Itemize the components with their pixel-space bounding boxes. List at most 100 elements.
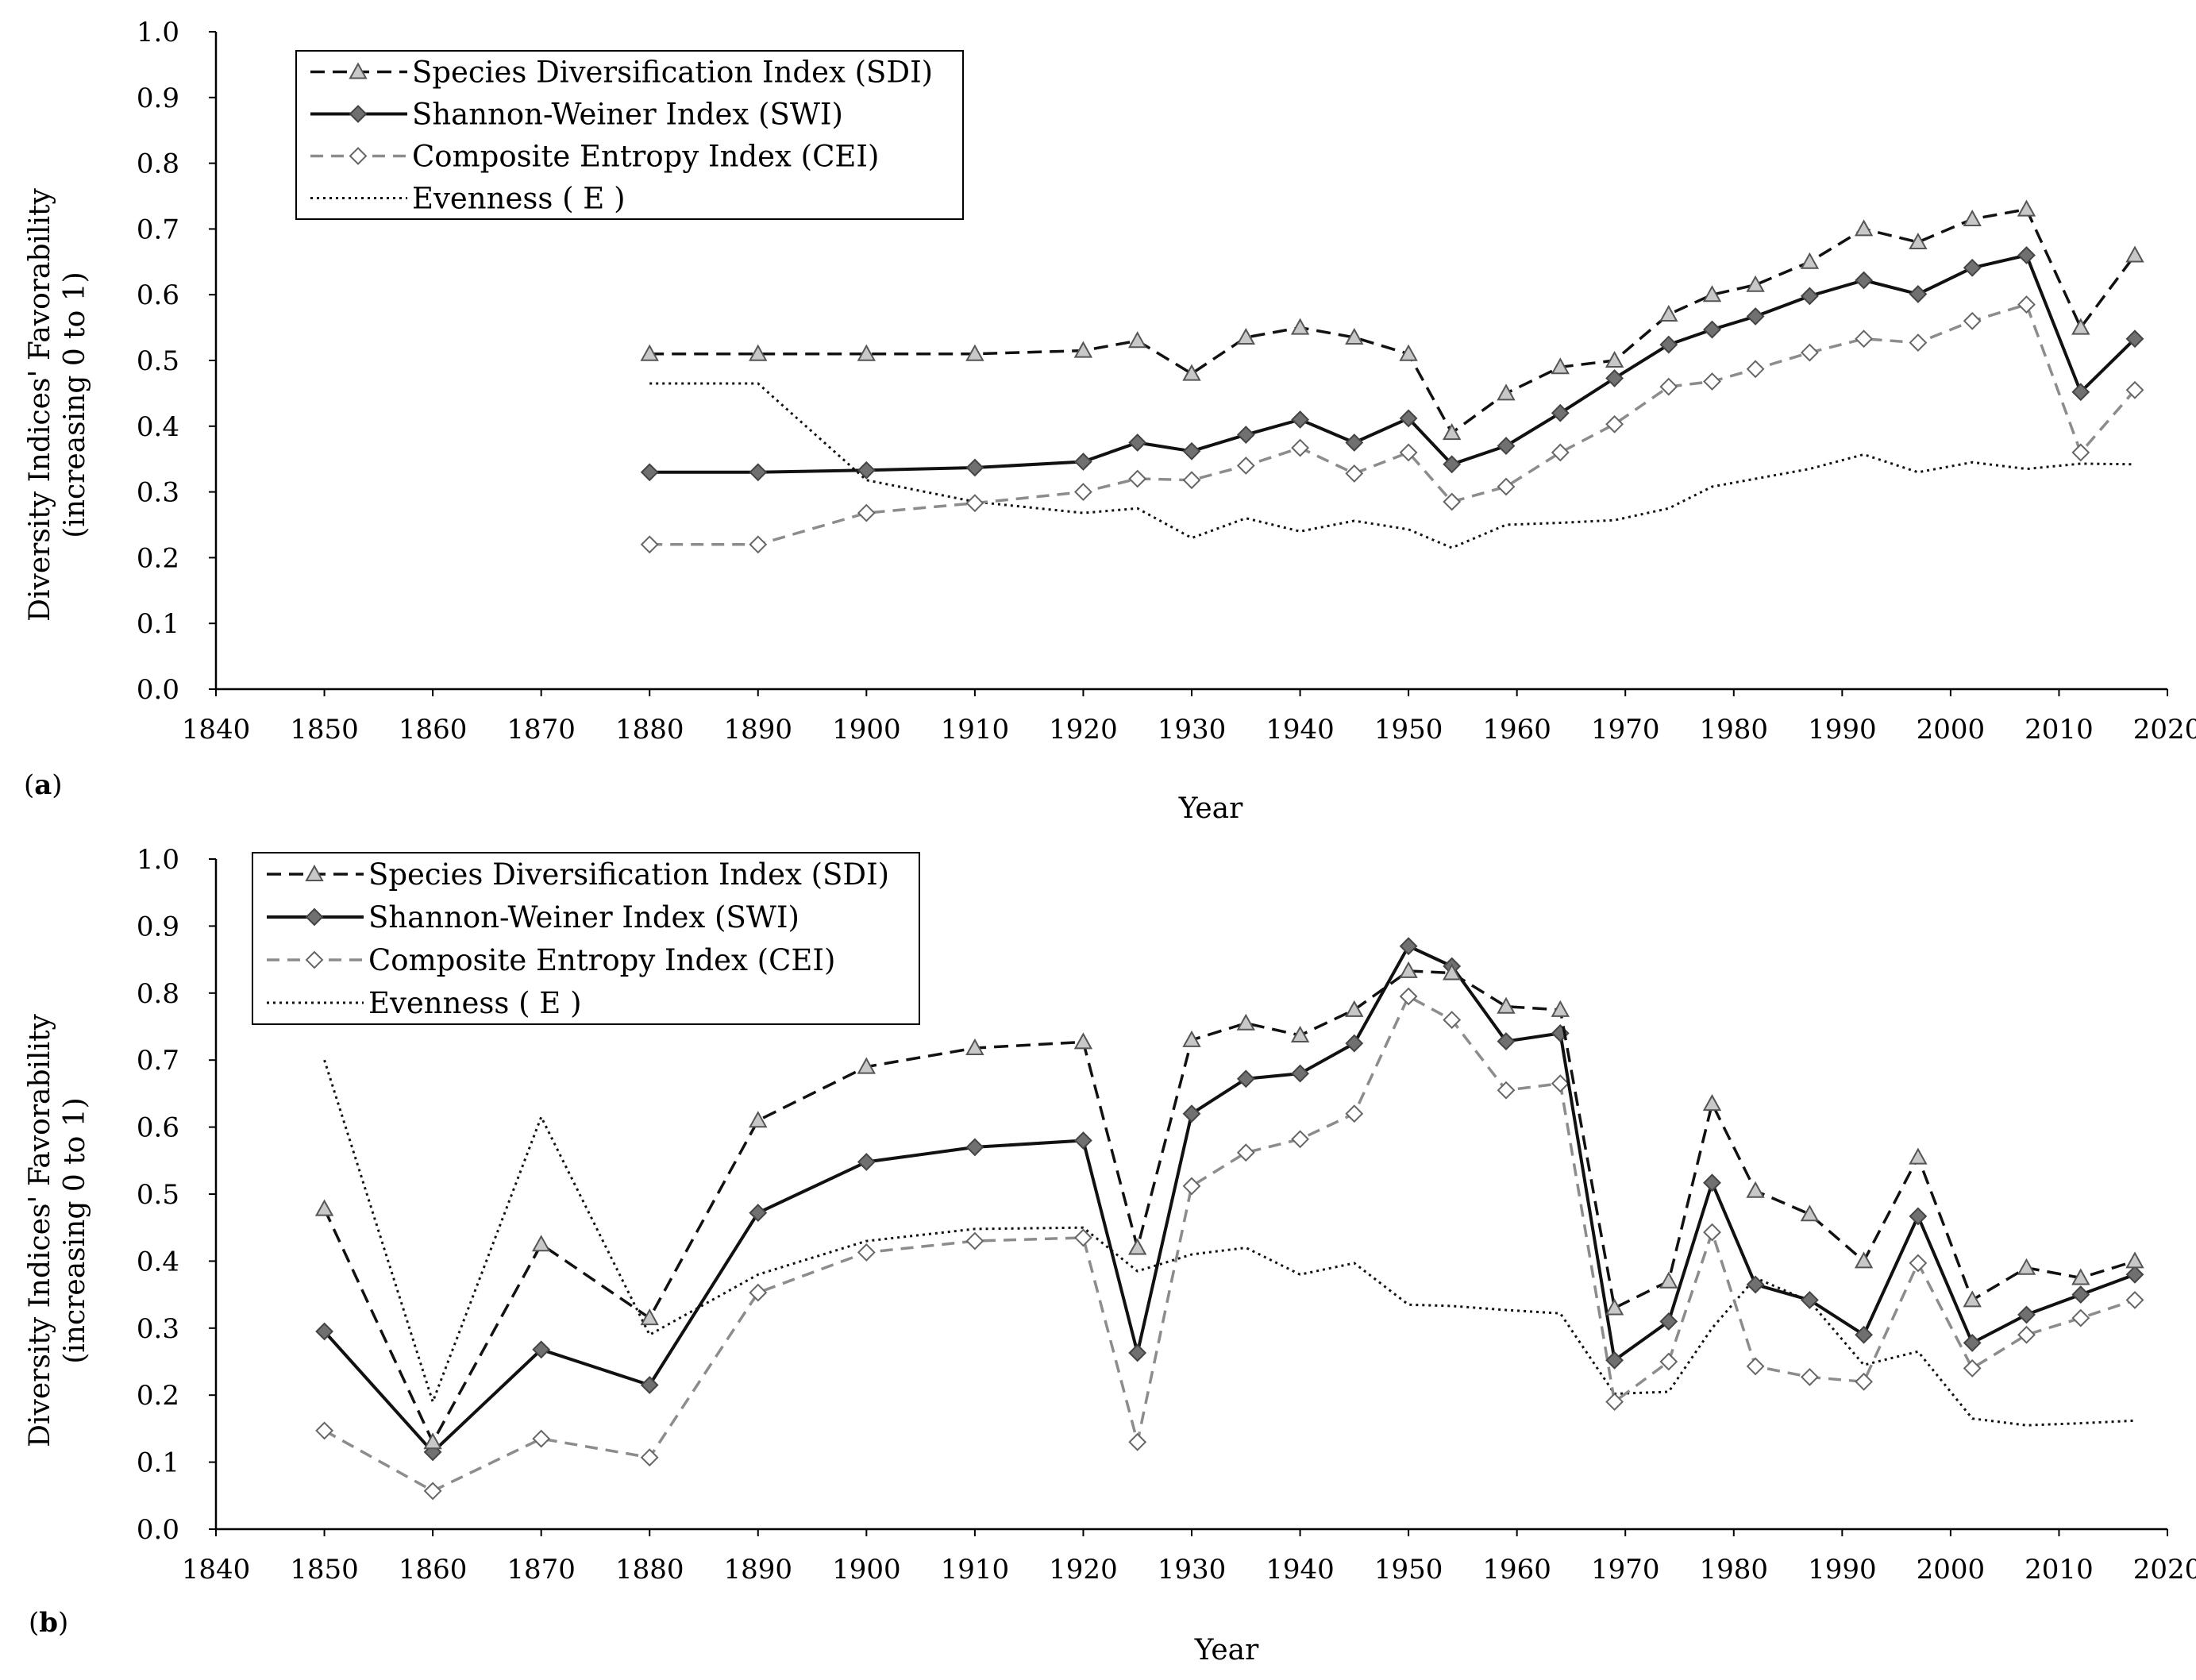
panel-label-a: (a) bbox=[24, 769, 63, 801]
y-axis-title-b: Diversity Indices' Favorability (increas… bbox=[24, 1013, 91, 1447]
x-axis-title-b: Year bbox=[1194, 1634, 1259, 1667]
x-tick-label: 2020 bbox=[2133, 714, 2196, 746]
x-tick-label: 1920 bbox=[1049, 714, 1118, 746]
x-tick-label: 1880 bbox=[615, 714, 684, 746]
x-tick-label: 1930 bbox=[1158, 714, 1227, 746]
x-tick-label: 1890 bbox=[724, 1554, 793, 1586]
y-tick-label: 0.9 bbox=[137, 83, 179, 114]
legend-label-cei: Composite Entropy Index (CEI) bbox=[368, 943, 835, 977]
x-tick-label: 2020 bbox=[2133, 1554, 2196, 1586]
x-tick-label: 1840 bbox=[182, 1554, 251, 1586]
x-tick-label: 1990 bbox=[1808, 714, 1877, 746]
x-tick-label: 1870 bbox=[507, 1554, 576, 1586]
panel-label-a-close: ) bbox=[52, 769, 62, 801]
x-tick-label: 1900 bbox=[832, 1554, 901, 1586]
y-tick-label: 1.0 bbox=[137, 17, 179, 48]
legend-box bbox=[252, 852, 920, 1025]
y-tick-label: 0.2 bbox=[137, 542, 179, 574]
y-tick-label: 0.7 bbox=[137, 214, 179, 245]
x-tick-label: 2010 bbox=[2025, 1554, 2094, 1586]
series-b bbox=[315, 937, 2144, 1501]
x-tick-label: 1860 bbox=[399, 714, 468, 746]
chart-panel-a: Diversity Indices' Favorability (increas… bbox=[24, 17, 2196, 825]
y-tick-label: 0.0 bbox=[137, 674, 179, 706]
legend-label-e: Evenness ( E ) bbox=[368, 986, 582, 1020]
series-line-cei bbox=[315, 987, 2144, 1501]
y-tick-label: 0.8 bbox=[137, 978, 179, 1010]
x-tick-label: 1880 bbox=[615, 1554, 684, 1586]
y-tick-label: 0.2 bbox=[137, 1380, 179, 1412]
y-tick-label: 0.6 bbox=[137, 279, 179, 311]
x-tick-label: 1870 bbox=[507, 714, 576, 746]
y-tick-label: 0.3 bbox=[137, 477, 179, 509]
y-axis-title-a: Diversity Indices' Favorability (increas… bbox=[24, 187, 91, 621]
axes-b: 0.0 0.1 0.2 0.3 0.4 0.5 0.6 0.7 0.8 0.9 1.0 1840 185… bbox=[137, 844, 2196, 1586]
y-tick-label: 0.0 bbox=[137, 1514, 179, 1546]
y-tick-label: 0.7 bbox=[137, 1045, 179, 1077]
panel-label-b-close: ) bbox=[58, 1607, 68, 1639]
series-a bbox=[640, 210, 2144, 554]
x-tick-label: 1940 bbox=[1266, 714, 1335, 746]
y-tick-label: 0.6 bbox=[137, 1112, 179, 1144]
x-tick-label: 1970 bbox=[1591, 1554, 1660, 1586]
x-tick-label: 1890 bbox=[724, 714, 793, 746]
x-tick-label: 1850 bbox=[290, 1554, 359, 1586]
y-tick-label: 0.5 bbox=[137, 345, 179, 377]
x-tick-label: 1950 bbox=[1374, 714, 1443, 746]
panel-label-a-open: ( bbox=[24, 769, 34, 801]
y-tick-label: 0.4 bbox=[137, 1246, 179, 1277]
legend-label-swi: Shannon-Weiner Index (SWI) bbox=[368, 900, 799, 934]
x-tick-label: 1960 bbox=[1482, 1554, 1551, 1586]
legend-label-swi: Shannon-Weiner Index (SWI) bbox=[412, 98, 843, 132]
x-axis-title-a: Year bbox=[1178, 792, 1243, 825]
series-line-sdi bbox=[649, 210, 2135, 433]
axes-a: 0.0 0.1 0.2 0.3 0.4 0.5 0.6 0.7 0.8 0.9 1.0 1840 185… bbox=[137, 17, 2196, 746]
x-tick-label: 1910 bbox=[941, 1554, 1010, 1586]
y-tick-label: 1.0 bbox=[137, 844, 179, 876]
y-tick-label: 0.9 bbox=[137, 911, 179, 942]
y-axis-title-line2: (increasing 0 to 1) bbox=[59, 1097, 91, 1363]
panel-label-b-letter: b bbox=[39, 1607, 58, 1639]
y-axis-title-line2: (increasing 0 to 1) bbox=[59, 272, 91, 538]
x-tick-label: 1960 bbox=[1482, 714, 1551, 746]
x-tick-label: 1940 bbox=[1266, 1554, 1335, 1586]
x-tick-label: 2000 bbox=[1917, 1554, 1986, 1586]
legend-b: Species Diversification Index (SDI) Shann… bbox=[252, 852, 920, 1025]
legend-box bbox=[295, 50, 964, 220]
x-tick-label: 1840 bbox=[182, 714, 251, 746]
legend-label-sdi: Species Diversification Index (SDI) bbox=[412, 56, 933, 90]
x-tick-label: 1900 bbox=[832, 714, 901, 746]
x-tick-label: 1970 bbox=[1591, 714, 1660, 746]
y-tick-label: 0.8 bbox=[137, 148, 179, 180]
y-tick-label: 0.1 bbox=[137, 1447, 179, 1479]
legend-label-e: Evenness ( E ) bbox=[412, 182, 626, 216]
x-tick-label: 1990 bbox=[1808, 1554, 1877, 1586]
y-tick-label: 0.5 bbox=[137, 1179, 179, 1211]
x-tick-label: 1980 bbox=[1700, 1554, 1769, 1586]
panel-label-a-letter: a bbox=[34, 769, 52, 801]
x-tick-label: 1920 bbox=[1049, 1554, 1118, 1586]
x-tick-label: 2010 bbox=[2025, 714, 2094, 746]
y-tick-label: 0.1 bbox=[137, 608, 179, 640]
y-tick-label: 0.4 bbox=[137, 411, 179, 443]
legend-a: Species Diversification Index (SDI) Shann… bbox=[295, 50, 964, 220]
series-line-sdi bbox=[325, 971, 2135, 1442]
y-axis-title-line1: Diversity Indices' Favorability bbox=[24, 1013, 56, 1447]
x-tick-label: 1850 bbox=[290, 714, 359, 746]
series-line-swi bbox=[640, 246, 2144, 482]
x-tick-label: 1950 bbox=[1374, 1554, 1443, 1586]
panel-label-b: (b) bbox=[29, 1607, 68, 1639]
y-axis-title-line1: Diversity Indices' Favorability bbox=[24, 187, 56, 621]
panel-label-b-open: ( bbox=[29, 1607, 39, 1639]
legend-label-sdi: Species Diversification Index (SDI) bbox=[368, 857, 889, 892]
x-tick-label: 1910 bbox=[941, 714, 1010, 746]
series-line-e bbox=[323, 1059, 2136, 1427]
legend-label-cei: Composite Entropy Index (CEI) bbox=[412, 140, 879, 174]
y-tick-label: 0.3 bbox=[137, 1313, 179, 1345]
x-tick-label: 2000 bbox=[1917, 714, 1986, 746]
series-line-e bbox=[649, 382, 2136, 549]
chart-panel-b: Diversity Indices' Favorability (increas… bbox=[24, 844, 2196, 1667]
x-tick-label: 1930 bbox=[1158, 1554, 1227, 1586]
x-tick-label: 1980 bbox=[1700, 714, 1769, 746]
